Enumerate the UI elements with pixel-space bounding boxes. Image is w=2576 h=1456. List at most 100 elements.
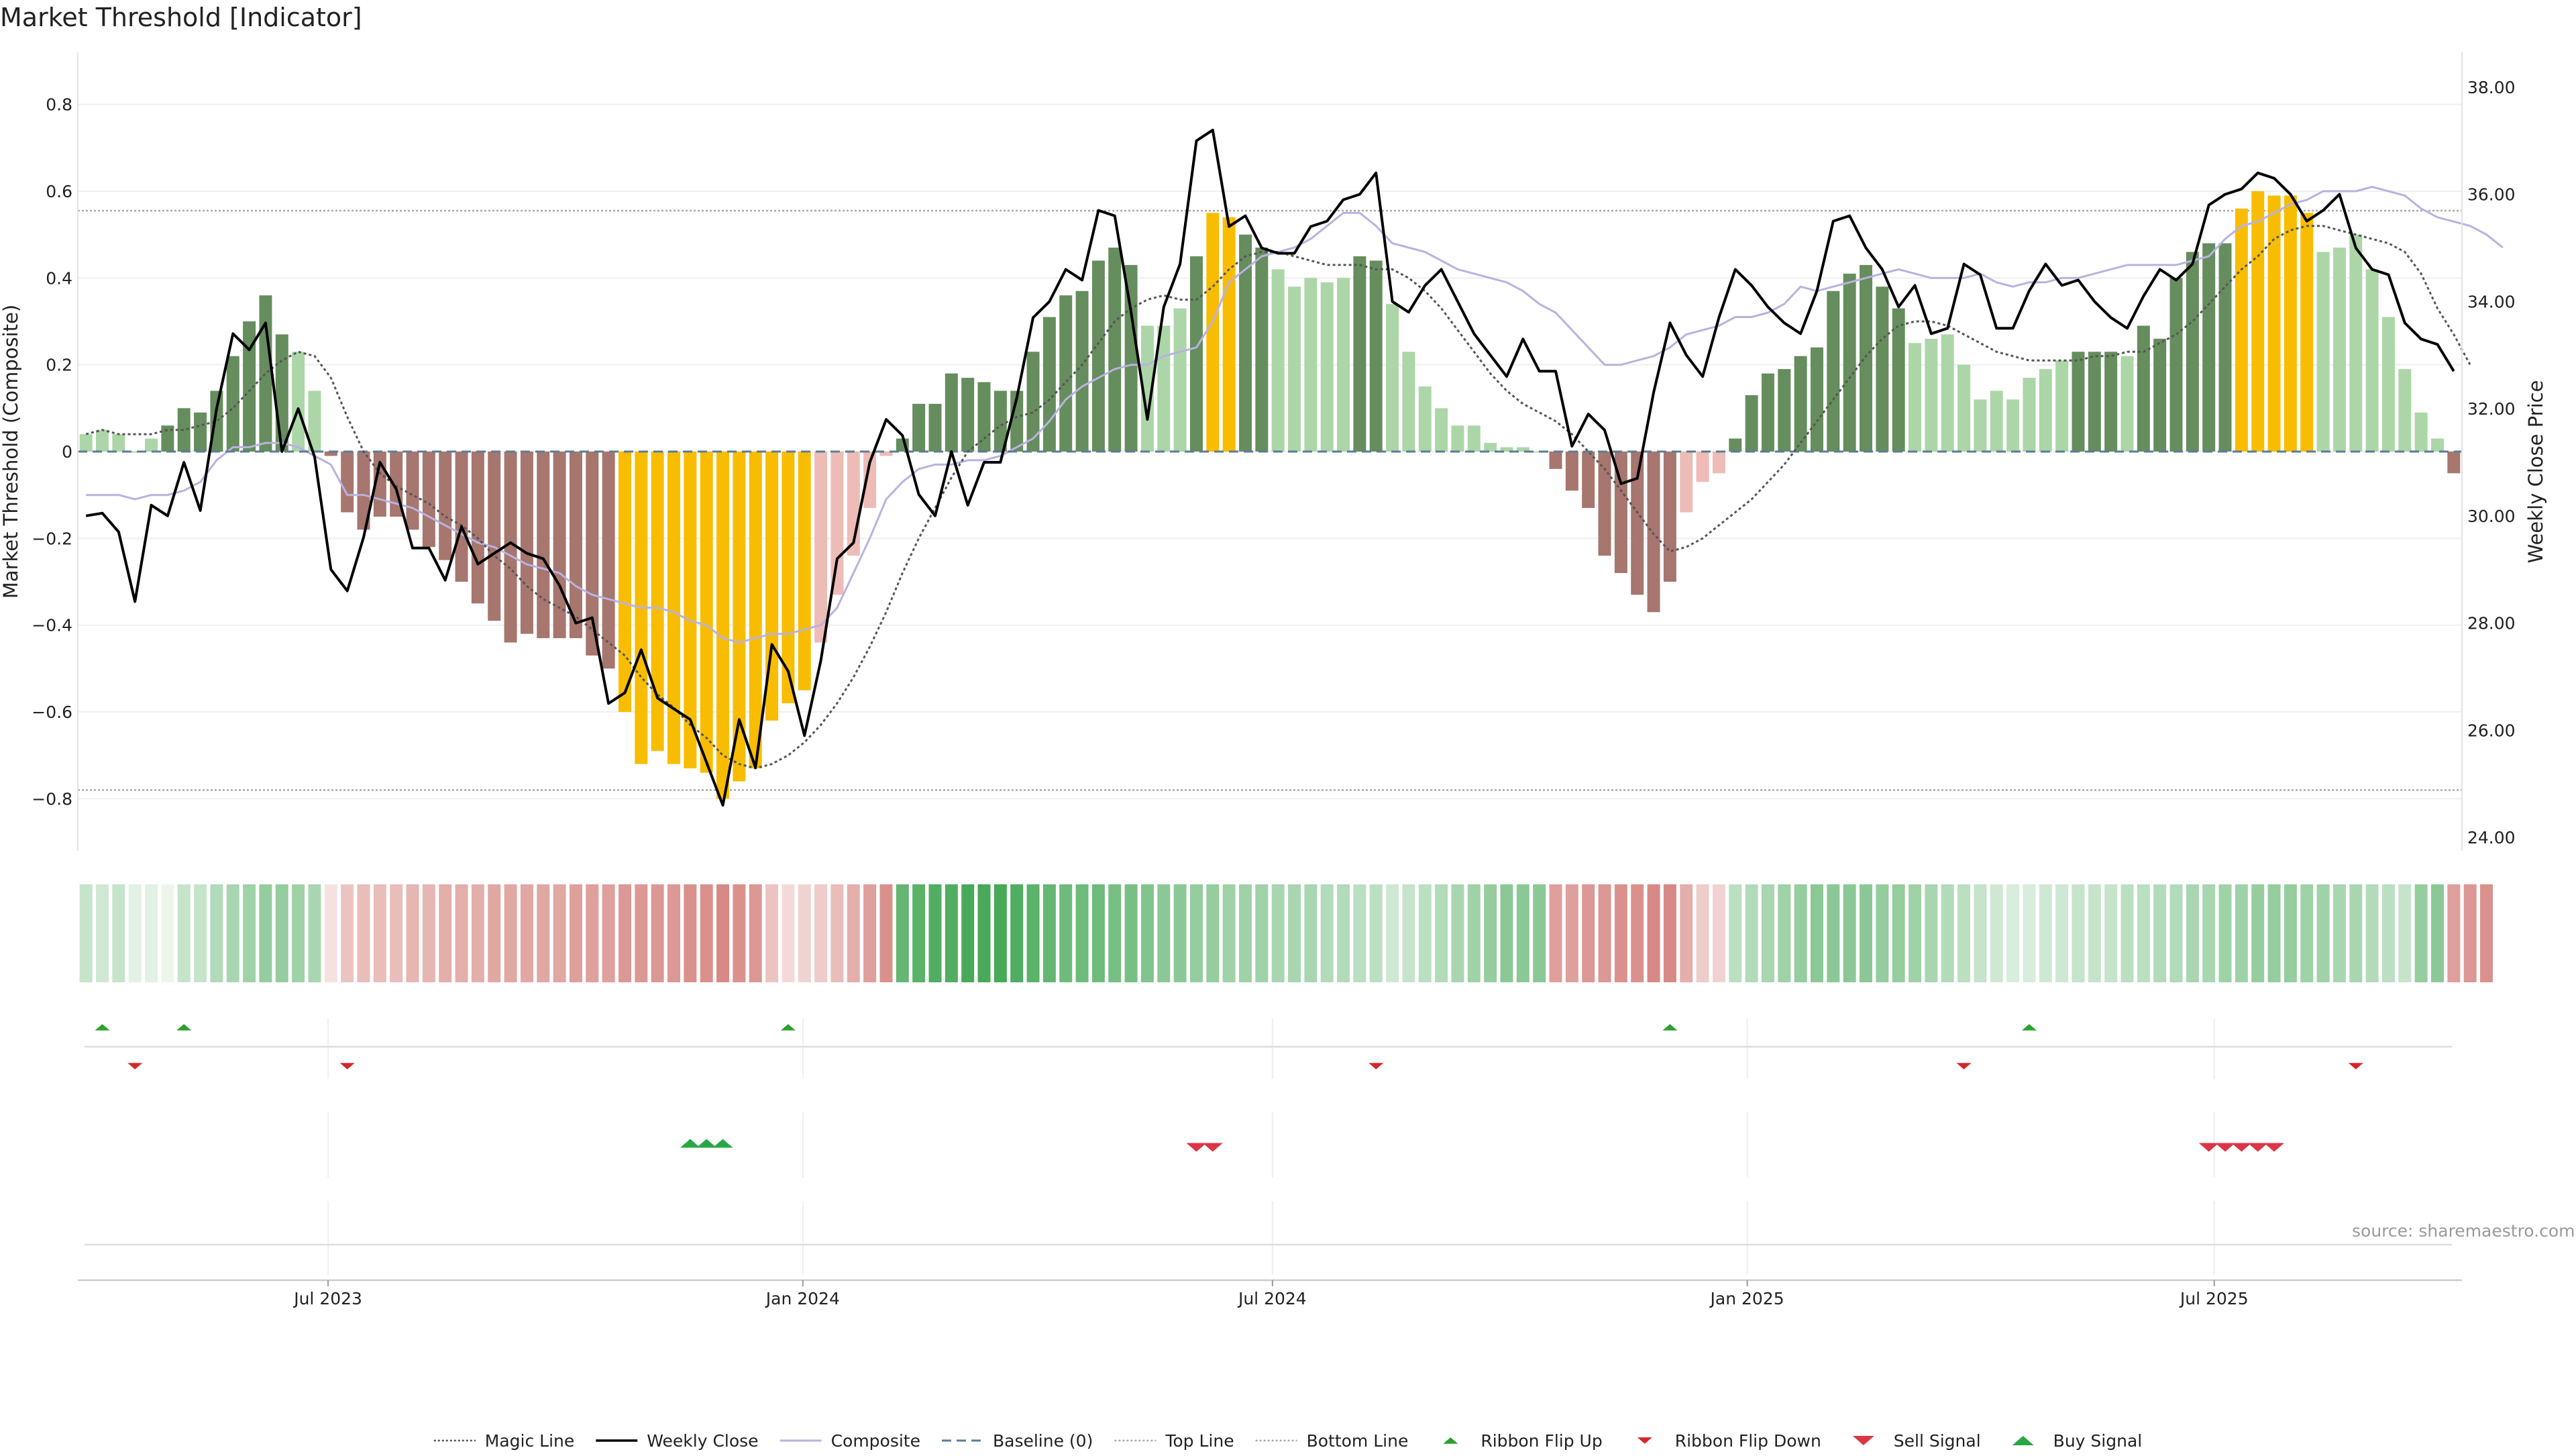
ribbon-cell <box>1271 884 1285 982</box>
ribbon-cell <box>1892 884 1905 982</box>
ribbon-cell <box>1957 884 1971 982</box>
composite-bar <box>765 452 779 721</box>
ribbon-cell <box>1680 884 1693 982</box>
composite-bar <box>1876 287 1889 452</box>
composite-bars <box>79 191 2461 799</box>
composite-bar <box>1206 213 1220 452</box>
composite-bar <box>1353 256 1366 452</box>
ribbon-cell <box>2186 884 2199 982</box>
legend-label: Top Line <box>1165 1431 1234 1451</box>
ribbon-cell <box>1124 884 1138 982</box>
ribbon-cell <box>1500 884 1513 982</box>
ribbon-cell <box>1189 884 1203 982</box>
ribbon-cell <box>1222 884 1236 982</box>
composite-bar <box>1288 287 1301 452</box>
ribbon-cell <box>1941 884 1954 982</box>
ribbon-cell <box>2137 884 2150 982</box>
composite-bar <box>945 373 958 452</box>
ribbon-flip-up-marker <box>2021 1024 2037 1031</box>
composite-bar <box>2055 360 2069 452</box>
ribbon-flip-up-marker <box>176 1024 192 1031</box>
ribbon-flip-up-marker <box>780 1024 796 1031</box>
composite-bar <box>2186 252 2199 452</box>
ribbon-cell <box>1516 884 1529 982</box>
ribbon-cell <box>2121 884 2134 982</box>
composite-bar <box>1484 443 1497 452</box>
ribbon-cell <box>1337 884 1350 982</box>
legend-label: Ribbon Flip Up <box>1481 1431 1602 1451</box>
ribbon-cell <box>651 884 664 982</box>
composite-bar <box>569 452 582 639</box>
ribbon-cell <box>422 884 435 982</box>
ribbon-cell <box>161 884 174 982</box>
composite-bar <box>1712 452 1725 474</box>
ribbon-cell <box>896 884 909 982</box>
ribbon-cell <box>1173 884 1187 982</box>
composite-bar <box>1140 325 1154 452</box>
composite-bar <box>1794 356 1807 452</box>
ribbon-cell <box>961 884 975 982</box>
ribbon-cell <box>733 884 746 982</box>
ribbon-cell <box>1255 884 1269 982</box>
y-tick-label: −0.8 <box>32 789 72 809</box>
legend-label: Composite <box>831 1431 920 1451</box>
legend-swatch <box>2012 1436 2034 1445</box>
ribbon-cell <box>1860 884 1872 982</box>
ribbon-cell <box>2169 884 2183 982</box>
legend-label: Buy Signal <box>2053 1431 2143 1451</box>
composite-bar <box>1761 373 1774 452</box>
composite-bar <box>96 429 109 452</box>
composite-bar <box>2104 352 2118 452</box>
composite-bar <box>1059 295 1073 452</box>
ribbon-flip-down-marker <box>1956 1063 1972 1070</box>
composite-bar <box>1827 291 1840 452</box>
composite-bar <box>1990 391 2003 452</box>
ribbon-cell <box>2251 884 2265 982</box>
composite-bar <box>243 321 256 452</box>
composite-bar <box>324 452 337 456</box>
ribbon-cell <box>684 884 697 982</box>
ribbon-cell <box>1827 884 1840 982</box>
ribbon-cell <box>667 884 680 982</box>
y-tick-label: −0.4 <box>32 616 72 635</box>
composite-bar <box>275 334 288 452</box>
ribbon-cell <box>1549 884 1562 982</box>
y-tick-label: 0.8 <box>46 95 72 115</box>
ribbon-cell <box>243 884 256 982</box>
ribbon-cell <box>79 884 93 982</box>
ribbon-cell <box>1108 884 1122 982</box>
ribbon-cell <box>471 884 484 982</box>
ribbon-flip-up-marker <box>1662 1024 1678 1031</box>
legend-label: Sell Signal <box>1894 1431 1981 1451</box>
ribbon-cell <box>2381 884 2395 982</box>
ribbon-cell <box>1418 884 1432 982</box>
x-tick-label: Jan 2025 <box>1709 1289 1784 1308</box>
composite-bar <box>1582 452 1595 509</box>
axes: −0.8 −0.6 −0.4 −0.2 0 0.2 0.4 0.6 0.8 24.00 26.00 2… <box>0 52 2547 851</box>
composite-bar <box>1320 282 1334 452</box>
composite-bar <box>177 408 191 452</box>
ribbon-cell <box>390 884 403 982</box>
composite-bar <box>1075 291 1089 452</box>
composite-bar <box>1255 248 1269 452</box>
composite-bar <box>1042 317 1056 452</box>
ribbon-cell <box>765 884 779 982</box>
composite-bar <box>1304 278 1318 452</box>
chart-title: Market Threshold [Indicator] <box>0 3 362 32</box>
sell-signal-marker <box>2215 1143 2236 1152</box>
composite-bar <box>912 403 926 452</box>
ribbon-cell <box>1990 884 2003 982</box>
composite-bar <box>128 452 142 453</box>
composite-bar <box>1500 447 1513 452</box>
ribbon-flip-down-marker <box>1368 1063 1384 1070</box>
composite-bar <box>2349 234 2363 452</box>
ribbon-cell <box>2447 884 2461 982</box>
ribbon-cell <box>1369 884 1383 982</box>
ribbon-cell <box>1663 884 1676 982</box>
composite-bar <box>341 452 354 513</box>
composite-bar <box>259 295 272 452</box>
ribbon-cell <box>2072 884 2085 982</box>
composite-bar <box>2398 369 2412 452</box>
composite-bar <box>1108 248 1122 452</box>
y-tick-label: 0.2 <box>46 356 72 375</box>
